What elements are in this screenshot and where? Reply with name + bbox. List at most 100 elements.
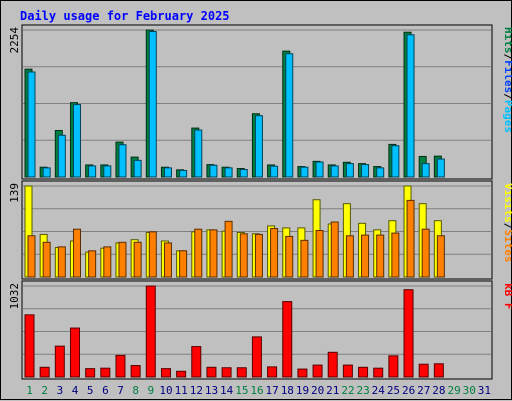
x-tick-label-day-29: 29 — [447, 384, 460, 397]
bar-sites-day-21 — [330, 221, 339, 278]
x-tick-label-day-20: 20 — [311, 384, 324, 397]
x-tick-label-day-6: 6 — [102, 384, 109, 397]
x-tick-label-day-2: 2 — [41, 384, 48, 397]
x-tick-label-day-12: 12 — [190, 384, 203, 397]
x-tick-label-day-26: 26 — [402, 384, 415, 397]
bar-files-day-11 — [179, 169, 188, 178]
series-label-hits: Hits — [502, 27, 512, 54]
bar-files-day-17 — [270, 165, 279, 178]
bar-files-day-21 — [330, 165, 339, 178]
bar-sites-day-5 — [88, 250, 97, 278]
bar-kb-f-day-6 — [100, 367, 111, 378]
x-tick-label-day-22: 22 — [341, 384, 354, 397]
x-tick-label-day-28: 28 — [432, 384, 445, 397]
bar-files-day-8 — [133, 159, 142, 178]
bar-files-day-13 — [209, 164, 218, 178]
bar-files-day-10 — [163, 167, 172, 178]
bar-sites-day-14 — [224, 220, 233, 278]
x-tick-label-day-17: 17 — [266, 384, 279, 397]
bar-kb-f-day-15 — [236, 367, 247, 378]
panel-1-series-label: Hits/Files/Pages — [502, 27, 512, 133]
bar-files-day-23 — [361, 164, 370, 178]
x-tick-label-day-23: 23 — [357, 384, 370, 397]
bar-kb-f-day-3 — [54, 345, 65, 378]
bar-sites-day-7 — [118, 241, 127, 278]
bar-kb-f-day-27 — [418, 363, 429, 378]
series-label-kb-f: kB F — [502, 283, 512, 310]
x-tick-label-day-19: 19 — [296, 384, 309, 397]
panel-2-series-label: Visits/Sites — [502, 183, 512, 263]
series-label-pages: Pages — [502, 100, 512, 133]
bar-kb-f-day-4 — [69, 327, 80, 378]
bar-kb-f-day-23 — [358, 366, 369, 378]
bar-sites-day-17 — [270, 228, 279, 278]
bar-sites-day-24 — [376, 234, 385, 278]
bar-files-day-26 — [406, 34, 415, 178]
bar-files-day-27 — [421, 163, 430, 178]
panel-2-max-label: 139 — [8, 183, 21, 203]
bar-kb-f-day-19 — [297, 368, 308, 378]
bar-files-day-19 — [300, 166, 309, 178]
x-tick-label-day-16: 16 — [250, 384, 263, 397]
panel-3: 1032 kB F — [8, 280, 512, 380]
bar-files-day-15 — [239, 169, 248, 178]
bar-files-day-18 — [285, 53, 294, 178]
bar-kb-f-day-28 — [433, 363, 444, 378]
bar-kb-f-day-2 — [39, 366, 50, 378]
bar-sites-day-18 — [285, 235, 294, 278]
bar-files-day-7 — [118, 144, 127, 178]
x-tick-label-day-3: 3 — [57, 384, 64, 397]
bar-kb-f-day-7 — [115, 354, 126, 378]
bar-kb-f-day-9 — [145, 285, 156, 378]
bar-kb-f-day-13 — [206, 366, 217, 378]
series-label-separator: / — [502, 223, 512, 230]
bar-kb-f-day-14 — [221, 367, 232, 378]
bar-sites-day-8 — [133, 241, 142, 278]
bar-sites-day-12 — [194, 228, 203, 278]
bar-sites-day-1 — [27, 235, 36, 278]
x-tick-label-day-30: 30 — [463, 384, 476, 397]
bar-files-day-14 — [224, 167, 233, 178]
x-tick-label-day-18: 18 — [281, 384, 294, 397]
bar-kb-f-day-22 — [342, 364, 353, 378]
series-label-sites: Sites — [502, 229, 512, 262]
bar-kb-f-day-21 — [327, 351, 338, 378]
x-tick-label-day-25: 25 — [387, 384, 400, 397]
x-tick-label-day-31: 31 — [478, 384, 491, 397]
bar-sites-day-22 — [345, 235, 354, 278]
bar-files-day-12 — [194, 129, 203, 178]
series-label-files: Files — [502, 60, 512, 93]
x-tick-label-day-13: 13 — [205, 384, 218, 397]
bar-files-day-3 — [57, 134, 66, 178]
bar-files-day-6 — [103, 165, 112, 178]
bar-kb-f-day-16 — [251, 336, 262, 378]
bar-kb-f-day-5 — [85, 368, 96, 378]
x-tick-label-day-8: 8 — [132, 384, 139, 397]
x-tick-label-day-27: 27 — [417, 384, 430, 397]
bar-files-day-22 — [345, 163, 354, 178]
x-tick-label-day-7: 7 — [117, 384, 124, 397]
bar-sites-day-11 — [179, 250, 188, 278]
bar-kb-f-day-20 — [312, 364, 323, 378]
bar-files-day-16 — [254, 115, 263, 178]
bar-sites-day-10 — [163, 242, 172, 278]
panel-3-max-label: 1032 — [8, 283, 21, 310]
chart-title: Daily usage for February 2025 — [20, 9, 230, 23]
bar-kb-f-day-25 — [388, 355, 399, 378]
bar-sites-day-13 — [209, 229, 218, 278]
bar-files-day-20 — [315, 161, 324, 178]
series-label-visits: Visits — [502, 183, 512, 223]
bar-sites-day-23 — [361, 234, 370, 278]
bar-kb-f-day-24 — [373, 367, 384, 378]
series-label-separator: / — [502, 93, 512, 100]
bar-kb-f-day-17 — [267, 366, 278, 378]
x-tick-label-day-14: 14 — [220, 384, 234, 397]
x-tick-label-day-11: 11 — [175, 384, 188, 397]
x-tick-label-day-5: 5 — [87, 384, 94, 397]
x-tick-label-day-15: 15 — [235, 384, 248, 397]
series-label-separator: / — [502, 54, 512, 61]
bar-files-day-1 — [27, 71, 36, 178]
bar-files-day-2 — [42, 167, 51, 178]
bar-sites-day-4 — [72, 228, 81, 278]
bar-kb-f-day-10 — [160, 368, 171, 378]
